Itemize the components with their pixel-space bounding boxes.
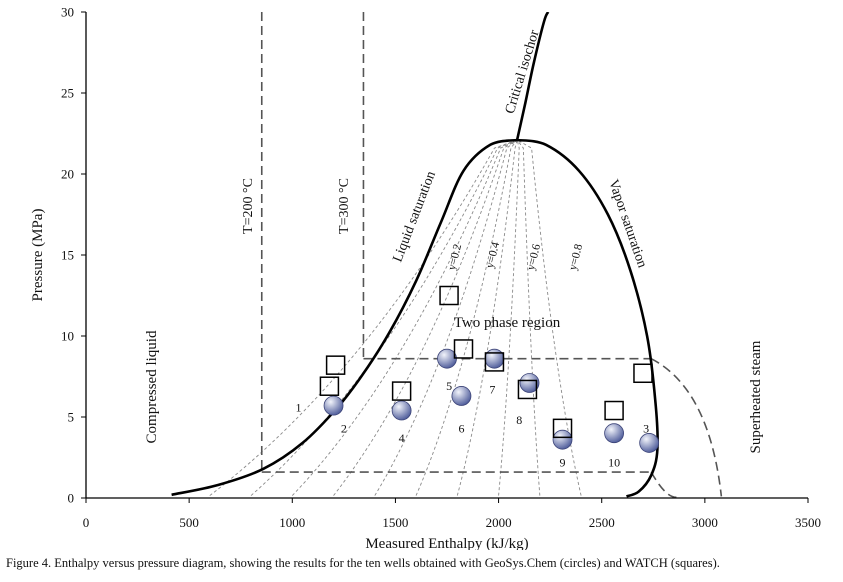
geosys-point [484,348,505,369]
geosys-point [323,395,344,416]
geosys-point [437,348,457,369]
well-number-label: 8 [516,413,522,427]
x-axis-label: Measured Enthalpy (kJ/kg) [365,536,528,550]
watch-point [633,363,653,384]
x-tick-label: 3500 [795,515,821,530]
x-tick-label: 2500 [589,515,615,530]
watch-point [552,418,573,439]
critical-isochor-curve [515,12,550,141]
geosys-point [604,423,624,444]
watch-point [484,352,505,372]
figure-caption: Figure 4. Enthalpy versus pressure diagr… [6,556,720,570]
x-tick-label: 1500 [382,515,408,530]
superheated-isotherm [650,471,681,498]
well-number-label: 2 [341,421,347,435]
quality-label: y=0.8 [567,243,585,272]
y-tick-label: 15 [61,248,74,263]
watch-point [517,379,538,400]
geosys-point [639,433,660,453]
geosys-point [391,400,412,421]
watch-point [453,339,474,359]
y-tick-label: 30 [61,5,74,20]
y-tick-label: 5 [68,410,75,425]
well-number-label: 9 [560,455,566,469]
well-number-label: 6 [458,421,464,435]
superheated-steam-label: Superheated steam [748,340,764,453]
well-number-label: 7 [489,382,495,396]
well-number-label: 10 [608,455,620,469]
quality-line [456,139,518,496]
quality-line [333,139,518,496]
quality-line [209,139,518,496]
x-tick-label: 0 [83,515,90,530]
quality-label: y=0.2 [446,243,464,272]
liquid-saturation-curve [171,138,518,497]
watch-point [325,355,346,375]
y-tick-label: 0 [68,491,75,506]
quality-line [498,139,520,496]
y-axis-label: Pressure (MPa) [30,209,46,302]
isotherm-label: T=300 °C [337,178,352,234]
quality-line [415,139,518,496]
geosys-point [451,386,472,406]
watch-point [391,381,412,401]
geosys-point [519,373,540,393]
y-tick-label: 25 [61,86,74,101]
quality-line [516,139,541,496]
y-tick-label: 20 [61,167,74,182]
well-number-label: 4 [399,431,405,445]
enthalpy-pressure-chart: 0 500 1000 1500 2000 2500 3000 3500051015202530… [30,5,821,551]
well-number-label: 1 [295,400,301,414]
isotherm-label: T=200 °C [241,178,256,234]
x-tick-label: 500 [179,515,199,530]
geosys-point [552,429,573,450]
x-tick-label: 2000 [486,515,512,530]
quality-line [374,139,518,496]
well-number-label: 5 [446,379,452,393]
y-tick-label: 10 [61,329,74,344]
watch-point [439,285,459,306]
quality-line [291,139,518,496]
quality-label: y=0.4 [484,241,502,270]
x-tick-label: 1000 [279,515,305,530]
watch-point [319,376,340,396]
well-number-label: 3 [643,421,649,435]
vapor-saturation-curve [516,138,659,498]
critical-isochor-label: Critical isochor [503,28,543,116]
watch-point [604,400,624,421]
quality-line [250,139,518,496]
compressed-liquid-label: Compressed liquid [144,330,160,443]
two-phase-region-label: Two phase region [454,315,561,331]
x-tick-label: 3000 [692,515,718,530]
quality-label: y=0.6 [525,243,543,272]
superheated-isotherm [650,357,723,497]
